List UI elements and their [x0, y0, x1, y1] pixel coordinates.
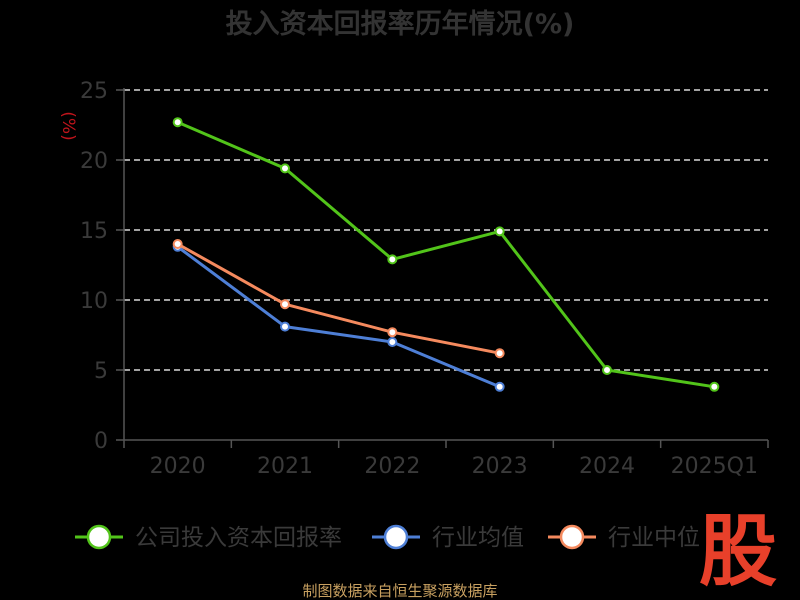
data-point [494, 381, 505, 392]
x-tick-label: 2023 [472, 454, 528, 479]
legend-marker [86, 524, 112, 550]
x-tick-labels: 2020 2021 2022 2023 2024 2025Q1 [150, 454, 758, 479]
data-point [172, 117, 183, 128]
y-tick-label: 10 [80, 289, 108, 314]
chart-title: 投入资本回报率历年情况(%) [226, 8, 575, 40]
x-tick-label: 2024 [579, 454, 635, 479]
data-point [387, 254, 398, 265]
y-tick-label: 20 [80, 149, 108, 174]
legend-item-label: 公司投入资本回报率 [135, 525, 342, 551]
y-tick-label: 0 [94, 429, 108, 454]
y-tick-label: 25 [80, 79, 108, 104]
x-tick-label: 2021 [257, 454, 313, 479]
legend-item-label: 行业中位 [608, 525, 700, 551]
data-point [602, 365, 612, 375]
data-point [280, 321, 290, 332]
axes [116, 88, 769, 448]
series-lines [172, 117, 720, 392]
data-point [387, 327, 398, 338]
x-tick-label: 2020 [150, 454, 206, 479]
series-line-1 [176, 245, 501, 389]
legend-item-label: 行业均值 [432, 525, 524, 551]
series-line-0 [177, 120, 715, 389]
data-point [494, 348, 505, 359]
data-point [387, 337, 398, 347]
legend-marker [559, 524, 585, 550]
source-note: 制图数据来自恒生聚源数据库 [302, 582, 497, 600]
grid-lines [124, 89, 768, 371]
data-point [280, 163, 290, 174]
data-point [172, 239, 183, 249]
data-point [280, 299, 290, 310]
y-tick-label: 15 [80, 219, 108, 244]
series-line-2 [176, 242, 500, 355]
y-tick-labels: 0 5 10 15 20 25 [80, 79, 108, 454]
legend: 公司投入资本回报率 行业均值 行业中位 [75, 524, 700, 551]
y-axis-label: (%) [58, 111, 78, 140]
x-tick-label: 2022 [364, 454, 420, 479]
logo-glyph: 股 [699, 507, 777, 597]
data-point [709, 381, 720, 392]
legend-marker [383, 524, 409, 550]
data-point [494, 226, 505, 237]
y-tick-label: 5 [94, 359, 108, 384]
x-tick-label: 2025Q1 [671, 454, 758, 479]
